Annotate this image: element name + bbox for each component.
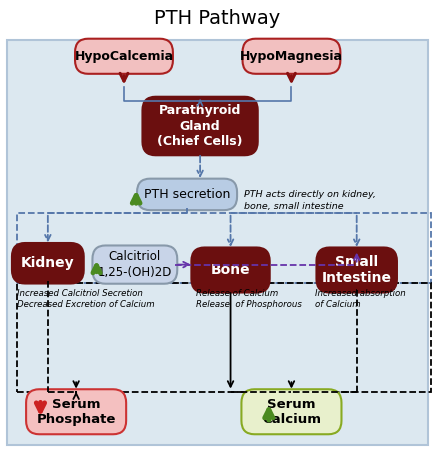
Bar xyxy=(17,283,430,392)
Text: Kidney: Kidney xyxy=(21,256,75,270)
Bar xyxy=(17,213,430,283)
FancyBboxPatch shape xyxy=(142,97,257,155)
FancyBboxPatch shape xyxy=(92,246,177,284)
Text: Small
Intestine: Small Intestine xyxy=(321,255,391,285)
Text: Increased Calcitriol Secretion
Decreased Excretion of Calcium: Increased Calcitriol Secretion Decreased… xyxy=(17,289,155,309)
Text: Calcitriol
1,25-(OH)2D: Calcitriol 1,25-(OH)2D xyxy=(98,250,171,279)
FancyBboxPatch shape xyxy=(26,389,126,434)
Text: Bone: Bone xyxy=(210,263,250,277)
FancyBboxPatch shape xyxy=(242,39,339,74)
Text: Increased absorption
of Calcium: Increased absorption of Calcium xyxy=(315,289,405,309)
FancyBboxPatch shape xyxy=(75,39,172,74)
FancyBboxPatch shape xyxy=(12,243,84,284)
FancyBboxPatch shape xyxy=(316,248,396,292)
Text: PTH Pathway: PTH Pathway xyxy=(154,9,280,27)
FancyBboxPatch shape xyxy=(137,179,237,210)
Text: PTH acts directly on kidney,
bone, small intestine: PTH acts directly on kidney, bone, small… xyxy=(243,190,375,211)
Text: Serum
Calcium: Serum Calcium xyxy=(261,397,320,426)
Text: Serum
Phosphate: Serum Phosphate xyxy=(36,397,115,426)
FancyBboxPatch shape xyxy=(241,389,341,434)
Text: Release of Calcium
Release  of Phosphorous: Release of Calcium Release of Phosphorou… xyxy=(195,289,301,309)
Text: PTH secretion: PTH secretion xyxy=(144,188,230,201)
Text: Parathyroid
Gland
(Chief Cells): Parathyroid Gland (Chief Cells) xyxy=(157,104,242,148)
Text: HypoCalcemia: HypoCalcemia xyxy=(74,50,173,63)
FancyBboxPatch shape xyxy=(7,40,427,445)
FancyBboxPatch shape xyxy=(191,248,269,292)
Text: HypoMagnesia: HypoMagnesia xyxy=(240,50,342,63)
